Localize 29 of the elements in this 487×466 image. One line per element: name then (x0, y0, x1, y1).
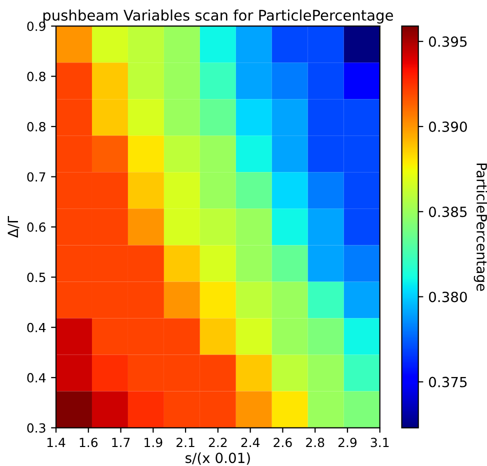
color-bar-label: 0.385 (428, 206, 467, 218)
x-tick-label: 2.8 (306, 438, 324, 448)
x-tick-label: 1.6 (80, 438, 98, 448)
y-tick-label: 0.4 (27, 322, 46, 332)
x-axis-title: s/(x 0.01) (186, 452, 250, 465)
y-tick-label: 0.9 (27, 22, 46, 32)
chart-title: pushbeam Variables scan for ParticlePercentage (43, 9, 393, 24)
x-tick-label: 2.6 (274, 438, 292, 448)
x-tick-label: 1.7 (112, 438, 130, 448)
y-tick-label: 0.8 (27, 72, 46, 82)
x-tick-label: 1.9 (144, 438, 162, 448)
color-bar-label: 0.395 (428, 36, 467, 47)
x-tick-label: 2.2 (208, 438, 227, 448)
y-tick-label: 0.8 (27, 122, 46, 132)
y-tick-label: 0.3 (27, 423, 46, 433)
color-bar-label: 0.390 (428, 121, 467, 132)
y-axis-title: Δ/Γ (8, 216, 20, 238)
y-tick-label: 0.4 (27, 373, 46, 383)
color-bar-label: 0.380 (428, 292, 467, 302)
color-bar-title: ParticlePercentage (474, 164, 487, 291)
color-bar-label: 0.375 (428, 376, 467, 388)
x-tick-label: 1.4 (47, 438, 66, 448)
x-tick-label: 2.4 (241, 438, 260, 448)
y-tick-label: 0.5 (27, 272, 46, 282)
x-tick-label: 3.1 (370, 438, 389, 448)
y-tick-label: 0.6 (27, 222, 46, 232)
x-tick-label: 2.9 (338, 438, 357, 448)
x-tick-label: 2.1 (176, 438, 194, 448)
y-tick-label: 0.7 (27, 172, 46, 182)
